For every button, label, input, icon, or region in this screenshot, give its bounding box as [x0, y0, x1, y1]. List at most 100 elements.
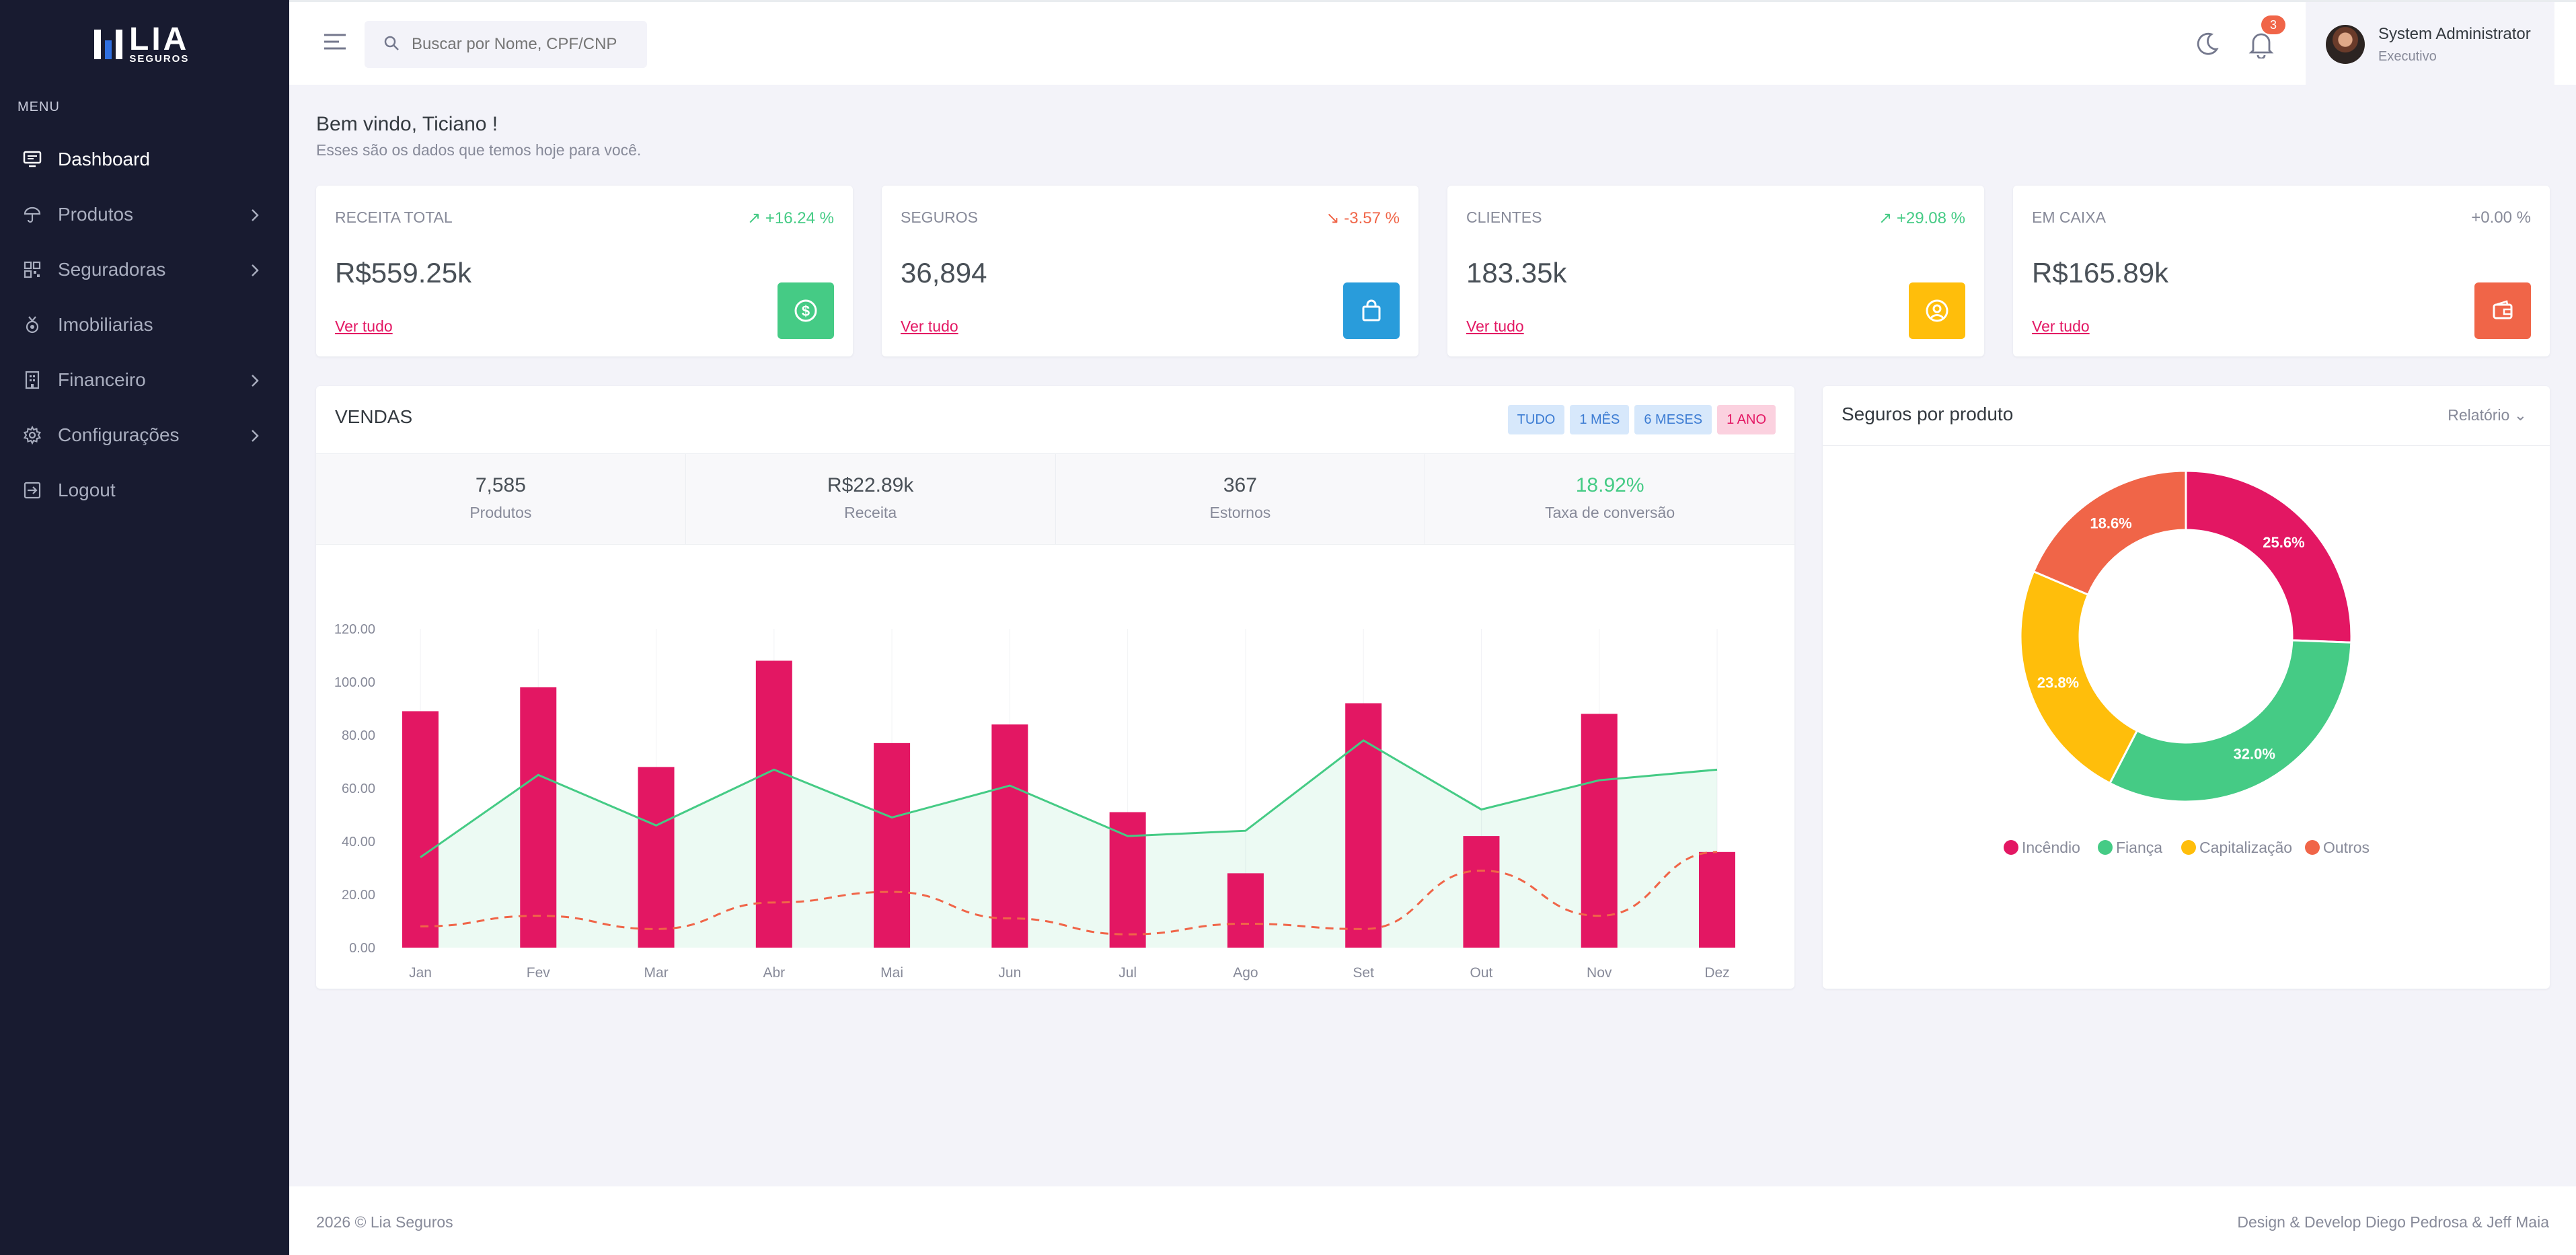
filter-1-mes-button[interactable]: 1 MÊS — [1570, 405, 1630, 434]
sidebar-item-seguradoras[interactable]: Seguradoras — [0, 242, 289, 297]
donut-data-label: 18.6% — [2090, 515, 2131, 532]
sidebar-item-label: Logout — [58, 480, 116, 500]
notification-badge: 3 — [2261, 15, 2285, 34]
sidebar: LIA SEGUROS MENU Dashboard Produtos Segu… — [0, 0, 289, 1255]
filter-6-meses-button[interactable]: 6 MESES — [1634, 405, 1712, 434]
kpi-value: 36,894 — [901, 257, 987, 289]
logo-mark — [94, 30, 122, 59]
bell-icon[interactable] — [2248, 29, 2275, 62]
filter-1-ano-button[interactable]: 1 ANO — [1717, 405, 1776, 434]
stat-label: Receita — [844, 504, 897, 521]
building-icon — [22, 369, 43, 391]
relatorio-dropdown[interactable]: Relatório ⌄ — [2448, 406, 2527, 424]
welcome-title: Bem vindo, Ticiano ! — [316, 113, 498, 135]
legend-item: Fiança — [2098, 839, 2162, 856]
footer-credits: Design & Develop Diego Pedrosa & Jeff Ma… — [2237, 1213, 2549, 1231]
receita-bar — [1463, 836, 1500, 948]
donut-slice-capitalização — [2019, 570, 2139, 785]
filter-tudo-button[interactable]: TUDO — [1507, 405, 1565, 434]
period-filters: TUDO 1 MÊS 6 MESES 1 ANO — [1507, 405, 1776, 434]
stat-value: R$22.89k — [827, 474, 914, 496]
user-circle-icon — [1909, 282, 1965, 339]
topbar: 3 System Administrator Executivo — [289, 0, 2576, 87]
donut-data-label: 23.8% — [2037, 674, 2079, 691]
legend-marker — [2004, 840, 2018, 855]
kpi-card-receita: RECEITA TOTAL ↗ +16.24 % R$559.25k Ver t… — [316, 186, 853, 356]
sidebar-item-configuracoes[interactable]: Configurações — [0, 408, 289, 463]
sidebar-item-logout[interactable]: Logout — [0, 463, 289, 518]
receita-bar — [520, 687, 557, 948]
receita-bar — [991, 724, 1028, 948]
kpi-change: ↗ +29.08 % — [1879, 209, 1965, 227]
ver-tudo-link[interactable]: Ver tudo — [335, 317, 393, 335]
stat-value: 367 — [1223, 474, 1257, 496]
receita-bar — [755, 660, 792, 948]
x-tick-label: Mai — [880, 965, 903, 981]
kpi-card-em-caixa: EM CAIXA +0.00 % R$165.89k Ver tudo — [2013, 186, 2550, 356]
welcome-subtitle: Esses são os dados que temos hoje para v… — [316, 141, 642, 159]
sidebar-item-financeiro[interactable]: Financeiro — [0, 352, 289, 408]
sidebar-item-dashboard[interactable]: Dashboard — [0, 132, 289, 187]
x-tick-label: Set — [1353, 965, 1374, 981]
chevron-right-icon — [250, 371, 260, 393]
kpi-change: +0.00 % — [2471, 208, 2531, 227]
y-tick-label: 120.00 — [334, 622, 375, 637]
stat-value: 18.92% — [1575, 474, 1644, 496]
search-input[interactable] — [412, 35, 627, 54]
hamburger-menu-icon[interactable] — [323, 32, 347, 55]
donut-data-label: 25.6% — [2263, 534, 2304, 551]
user-role: Executivo — [2378, 48, 2437, 64]
dashboard-icon — [22, 149, 43, 170]
arrow-up-right-icon: ↗ — [747, 209, 761, 227]
legend-item: Outros — [2305, 839, 2370, 856]
legend-label: Fiança — [2116, 839, 2162, 856]
stat-taxa-conversao: 18.92% Taxa de conversão — [1425, 454, 1794, 544]
sales-title: VENDAS — [335, 406, 413, 427]
y-tick-label: 100.00 — [334, 675, 375, 690]
x-tick-label: Jun — [998, 965, 1021, 981]
search-box[interactable] — [365, 21, 647, 68]
medal-icon — [22, 314, 43, 336]
svg-text:$: $ — [802, 303, 810, 319]
receita-bar — [874, 743, 911, 948]
user-menu[interactable]: System Administrator Executivo — [2306, 2, 2554, 87]
gear-icon — [22, 424, 43, 446]
produtos-area — [420, 740, 1717, 948]
menu-title: MENU — [17, 100, 60, 114]
user-name: System Administrator — [2378, 24, 2531, 43]
sidebar-item-label: Dashboard — [58, 149, 150, 169]
footer: 2026 © Lia Seguros Design & Develop Dieg… — [289, 1186, 2576, 1255]
donut-slice-fiança — [2108, 639, 2353, 803]
sidebar-item-label: Configurações — [58, 424, 180, 445]
legend-marker — [2181, 840, 2196, 855]
kpi-value: R$165.89k — [2032, 257, 2169, 289]
sidebar-item-produtos[interactable]: Produtos — [0, 187, 289, 242]
donut-slice-incêndio — [2185, 469, 2353, 644]
ver-tudo-link[interactable]: Ver tudo — [901, 317, 958, 335]
stat-estornos: 367 Estornos — [1056, 454, 1426, 544]
ver-tudo-link[interactable]: Ver tudo — [2032, 317, 2090, 335]
sidebar-item-label: Financeiro — [58, 369, 146, 390]
x-tick-label: Abr — [763, 965, 785, 981]
receita-bar — [1699, 851, 1735, 948]
legend-label: Capitalização — [2199, 839, 2292, 856]
stat-label: Taxa de conversão — [1545, 504, 1675, 521]
sales-stats: 7,585 Produtos R$22.89k Receita 367 Estorno… — [316, 453, 1794, 545]
chevron-down-icon: ⌄ — [2513, 406, 2527, 424]
produtos-line — [420, 739, 1718, 858]
x-tick-label: Mar — [644, 965, 668, 981]
donut-card: Seguros por produto Relatório ⌄ 25.6% 32.… — [1823, 386, 2550, 989]
ver-tudo-link[interactable]: Ver tudo — [1466, 317, 1524, 335]
brand-logo[interactable]: LIA SEGUROS — [94, 23, 189, 65]
dark-mode-icon[interactable] — [2194, 30, 2221, 61]
y-tick-label: 20.00 — [342, 888, 375, 903]
y-tick-label: 60.00 — [342, 782, 375, 796]
stat-label: Estornos — [1209, 504, 1271, 521]
divider — [1823, 445, 2550, 446]
sidebar-item-label: Produtos — [58, 204, 134, 225]
dollar-circle-icon: $ — [778, 282, 834, 339]
legend-item: Incêndio — [2004, 839, 2080, 856]
sidebar-item-imobiliarias[interactable]: Imobiliarias — [0, 297, 289, 352]
receita-bar — [1109, 812, 1146, 948]
search-icon — [383, 35, 400, 54]
